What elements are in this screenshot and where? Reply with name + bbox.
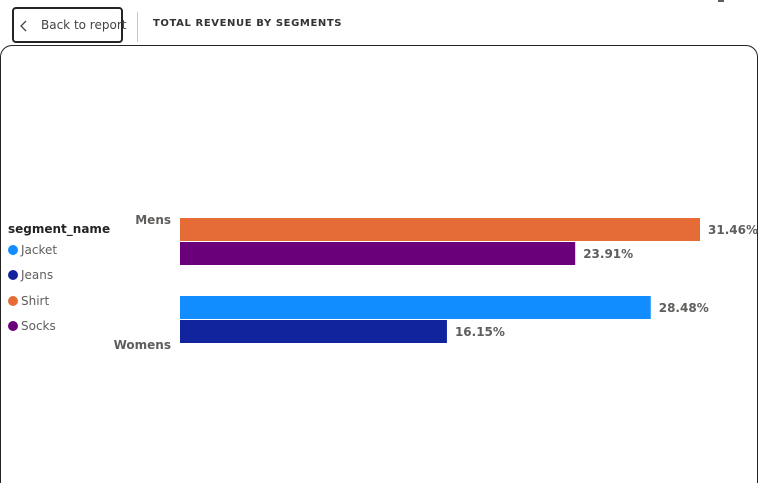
data-label-mens-shirt: 31.46% <box>708 223 758 237</box>
legend-dot-socks <box>8 321 18 331</box>
legend-dot-jeans <box>8 270 18 280</box>
legend-label-jacket: Jacket <box>21 243 58 257</box>
data-label-womens-jacket: 28.48% <box>659 301 709 315</box>
category-label-womens: Womens <box>114 338 171 352</box>
bar-womens-jeans[interactable] <box>180 320 447 343</box>
legend: segment_name Jacket Jeans Shirt Socks <box>8 222 118 333</box>
bar-mens-socks[interactable] <box>180 242 576 265</box>
legend-item-jeans[interactable]: Jeans <box>8 268 53 282</box>
legend-dot-shirt <box>8 296 18 306</box>
back-to-report-label: Back to report <box>41 18 127 32</box>
legend-label-jeans: Jeans <box>21 268 54 282</box>
bar-mens-shirt[interactable] <box>180 218 700 241</box>
corner-mark <box>718 0 724 2</box>
legend-title: segment_name <box>8 222 111 236</box>
visual-title: TOTAL REVENUE BY SEGMENTS <box>153 18 343 29</box>
legend-label-shirt: Shirt <box>21 294 50 308</box>
legend-item-shirt[interactable]: Shirt <box>8 294 49 308</box>
chevron-left-icon <box>20 20 27 32</box>
data-label-womens-jeans: 16.15% <box>455 325 505 339</box>
category-label-mens: Mens <box>135 213 171 227</box>
legend-label-socks: Socks <box>21 319 56 333</box>
top-bar: Back to report TOTAL REVENUE BY SEGMENTS <box>0 0 758 46</box>
back-to-report-button[interactable]: Back to report <box>12 7 127 43</box>
legend-item-socks[interactable]: Socks <box>8 319 56 333</box>
header-divider <box>137 12 138 42</box>
legend-dot-jacket <box>8 245 18 255</box>
bar-womens-jacket[interactable] <box>180 296 651 319</box>
data-label-mens-socks: 23.91% <box>583 247 633 261</box>
legend-item-jacket[interactable]: Jacket <box>8 243 57 257</box>
